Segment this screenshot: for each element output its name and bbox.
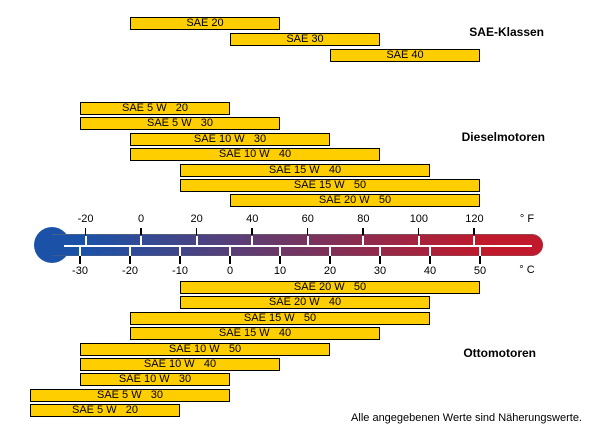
viscosity-bar-sae-5-w-30: SAE 5 W 30 (30, 388, 230, 402)
viscosity-bar-sae-5-w-30: SAE 5 W 30 (80, 117, 280, 131)
fahrenheit-tick (473, 228, 475, 235)
fahrenheit-tick (84, 228, 87, 235)
celsius-tick-label: -30 (72, 264, 88, 277)
celsius-tick (429, 256, 431, 264)
celsius-tick-label: 0 (226, 264, 234, 277)
fahrenheit-tick (140, 228, 142, 235)
fahrenheit-tick (251, 228, 253, 235)
celsius-tick (179, 256, 181, 264)
celsius-tick-inner (129, 247, 131, 256)
celsius-tick-inner (229, 247, 231, 256)
viscosity-bar-sae-5-w-20: SAE 5 W 20 (80, 102, 230, 115)
fahrenheit-tick-label: 20 (190, 213, 203, 225)
celsius-tick-inner (329, 247, 331, 256)
fahrenheit-tick-inner (417, 235, 420, 246)
viscosity-bar-sae-5-w-20: SAE 5 W 20 (30, 404, 180, 418)
mercury-center-line (64, 245, 532, 247)
celsius-tick-label: -20 (122, 264, 138, 277)
fahrenheit-tick-inner (362, 235, 365, 246)
viscosity-bar-sae-15-w-40: SAE 15 W 40 (180, 163, 430, 177)
fahrenheit-tick-inner (195, 235, 198, 246)
celsius-tick-label: 50 (473, 264, 487, 277)
viscosity-bar-sae-30: SAE 30 (230, 32, 380, 46)
section-label-dieselmotoren: Dieselmotoren (461, 130, 545, 144)
fahrenheit-tick-label: 100 (409, 213, 429, 225)
celsius-tick-inner (379, 247, 381, 256)
section-label-ottomotoren: Ottomotoren (463, 346, 536, 360)
fahrenheit-tick-label: 40 (246, 213, 259, 225)
section-label-sae-klassen: SAE-Klassen (469, 25, 544, 39)
fahrenheit-tick-label: 120 (465, 213, 484, 225)
fahrenheit-tick (195, 228, 198, 235)
celsius-tick (329, 256, 331, 264)
viscosity-bar-sae-15-w-40: SAE 15 W 40 (130, 327, 380, 341)
celsius-tick-label: -10 (172, 264, 188, 277)
fahrenheit-tick-inner (473, 235, 476, 246)
fahrenheit-tick (417, 228, 420, 235)
viscosity-bar-sae-15-w-50: SAE 15 W 50 (130, 311, 430, 325)
celsius-tick-label: 20 (323, 264, 337, 277)
fahrenheit-tick (362, 228, 364, 235)
celsius-tick-label: 10 (273, 264, 287, 277)
fahrenheit-unit-label: ° F (519, 213, 535, 225)
celsius-tick-label: 30 (373, 264, 387, 277)
celsius-unit-label: ° C (519, 264, 535, 276)
fahrenheit-tick-inner (251, 235, 254, 246)
viscosity-bar-sae-10-w-30: SAE 10 W 30 (130, 132, 330, 146)
viscosity-bar-sae-10-w-30: SAE 10 W 30 (80, 373, 230, 387)
footnote: Alle angegebenen Werte sind Näherungswer… (351, 412, 582, 424)
fahrenheit-tick-label: 0 (138, 213, 145, 225)
celsius-tick (279, 256, 281, 264)
fahrenheit-tick-inner (84, 235, 87, 246)
celsius-tick (379, 256, 381, 264)
viscosity-bar-sae-15-w-50: SAE 15 W 50 (180, 179, 480, 192)
celsius-tick-inner (79, 247, 81, 256)
celsius-tick-inner (279, 247, 281, 256)
fahrenheit-tick (306, 228, 309, 235)
celsius-tick-inner (429, 247, 431, 256)
viscosity-bar-sae-20: SAE 20 (130, 17, 280, 30)
celsius-tick-inner (179, 247, 181, 256)
celsius-tick (129, 256, 131, 264)
fahrenheit-tick-label: -20 (77, 213, 94, 225)
viscosity-bar-sae-20-w-50: SAE 20 W 50 (180, 281, 480, 294)
celsius-tick (229, 256, 231, 264)
celsius-tick-inner (479, 247, 481, 256)
fahrenheit-tick-label: 60 (301, 213, 314, 225)
viscosity-bar-sae-40: SAE 40 (330, 48, 480, 62)
celsius-tick (79, 256, 81, 264)
fahrenheit-tick-inner (140, 235, 143, 246)
fahrenheit-tick-label: 80 (357, 213, 370, 225)
viscosity-bar-sae-20-w-50: SAE 20 W 50 (230, 194, 480, 208)
fahrenheit-tick-inner (306, 235, 309, 246)
celsius-tick-label: 40 (423, 264, 437, 277)
viscosity-bar-sae-10-w-40: SAE 10 W 40 (130, 148, 380, 162)
viscosity-bar-sae-20-w-40: SAE 20 W 40 (180, 296, 430, 310)
celsius-tick (479, 256, 481, 264)
viscosity-bar-sae-10-w-50: SAE 10 W 50 (80, 342, 330, 356)
viscosity-bar-sae-10-w-40: SAE 10 W 40 (80, 358, 280, 371)
